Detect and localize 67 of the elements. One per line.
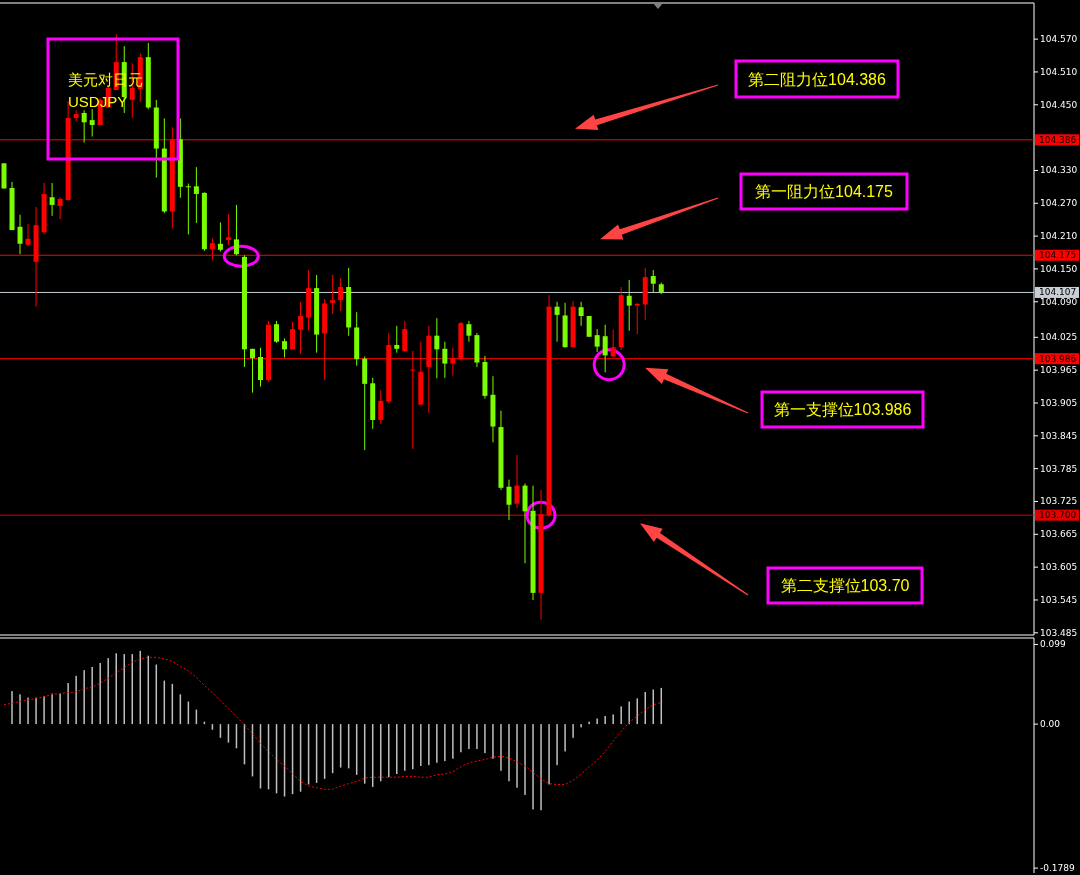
candlestick (225, 213, 231, 246)
y-tick-label: 103.485 (1040, 627, 1078, 638)
ref-line-label: 104.175 (1039, 250, 1077, 261)
y-tick-label: 104.510 (1040, 66, 1078, 77)
y-tick-label: 104.570 (1040, 34, 1078, 45)
ref-line-label: 104.107 (1039, 287, 1077, 298)
y-tick-label: 104.210 (1040, 231, 1078, 242)
y-tick-label: 103.905 (1040, 397, 1078, 408)
candlestick (89, 108, 95, 138)
y-tick-label: 103.545 (1040, 594, 1078, 605)
y-tick-label: 104.025 (1040, 332, 1078, 343)
annotation: 第二阻力位104.386 (748, 70, 887, 88)
annotation: 第二支撑位103.70 (780, 577, 910, 594)
candlestick (233, 204, 239, 256)
y-tick-label: 0.099 (1040, 639, 1067, 650)
candlestick (634, 302, 640, 335)
candlestick (578, 301, 584, 327)
annotation: 第一支撑位103.986 (773, 401, 912, 418)
candlestick (17, 214, 23, 255)
candlestick (466, 320, 472, 343)
candlestick (506, 479, 512, 521)
candlestick (514, 454, 520, 509)
y-tick-label: 104.270 (1040, 198, 1078, 209)
candlestick (602, 324, 608, 373)
y-tick-label: 103.665 (1040, 529, 1078, 540)
y-tick-label: 104.330 (1040, 165, 1078, 176)
y-tick-label: 103.965 (1040, 365, 1078, 376)
ref-line-label: 103.700 (1039, 510, 1077, 521)
candlestick (290, 321, 296, 350)
y-tick-label: 103.725 (1040, 496, 1078, 507)
candlestick (338, 277, 344, 312)
candlestick (49, 182, 55, 217)
y-tick-label: 104.450 (1040, 99, 1078, 110)
y-tick-label: 103.845 (1040, 430, 1078, 441)
candlestick (554, 301, 560, 343)
candlestick (73, 109, 79, 122)
y-tick-label: -0.1789 (1040, 863, 1076, 874)
candlestick (626, 279, 632, 332)
candlestick (378, 389, 384, 425)
candlestick (330, 274, 336, 315)
y-tick-label: 103.785 (1040, 463, 1078, 474)
candlestick (402, 320, 408, 353)
candlestick (217, 221, 223, 252)
candlestick (185, 183, 191, 235)
y-tick-label: 103.605 (1040, 562, 1078, 573)
candlestick (650, 269, 656, 293)
y-tick-label: 0.00 (1040, 719, 1061, 730)
candlestick (394, 325, 400, 354)
candlestick (193, 166, 199, 224)
candlestick (442, 341, 448, 379)
candlestick (298, 301, 304, 355)
y-tick-label: 104.150 (1040, 263, 1078, 274)
candlestick (25, 223, 31, 247)
ref-line-label: 103.986 (1039, 353, 1077, 364)
candlestick (594, 328, 600, 353)
candlestick (57, 196, 63, 220)
candlestick (610, 329, 616, 357)
annotation: 第一阻力位104.175 (755, 183, 894, 200)
line-series (3, 656, 662, 790)
y-tick-label: 104.090 (1040, 296, 1078, 307)
candlestick (434, 317, 440, 379)
candlestick (282, 337, 288, 359)
candlestick (249, 348, 255, 394)
candlestick (81, 109, 87, 144)
ref-line-label: 104.386 (1039, 134, 1077, 145)
candlestick (258, 347, 263, 388)
candlestick (274, 320, 280, 344)
